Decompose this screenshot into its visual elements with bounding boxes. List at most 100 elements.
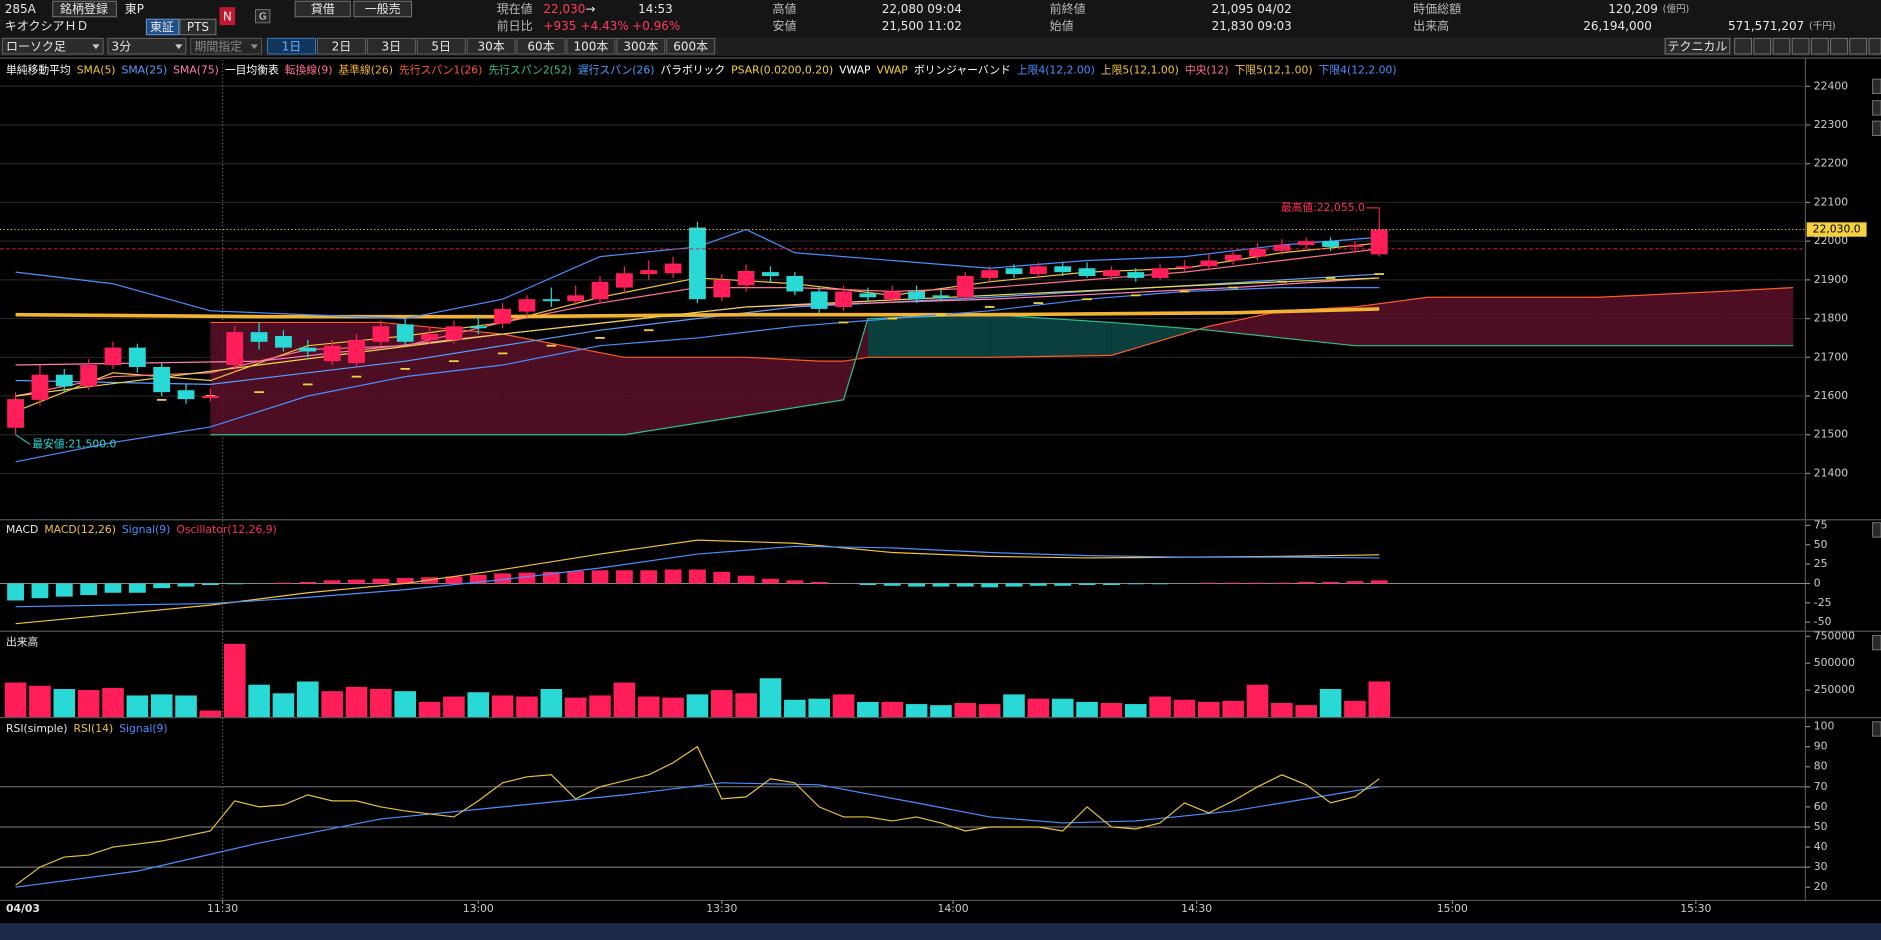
legend-entry: Signal(9) (119, 722, 167, 735)
candle-body (226, 332, 244, 366)
panel-button[interactable] (1872, 78, 1881, 95)
tool-icon[interactable] (1849, 37, 1868, 55)
volume-bar (223, 643, 246, 717)
volume-bar (1051, 698, 1074, 717)
period-label[interactable]: 300本 (623, 39, 658, 53)
technical-label[interactable]: テクニカル (1667, 39, 1727, 53)
max-note: 最高値:22,055.0 (1281, 201, 1365, 214)
period-button[interactable] (666, 37, 716, 55)
candle-body (275, 335, 292, 348)
volume-bar (126, 695, 149, 717)
legend-entry: VWAP (876, 64, 908, 77)
period-label[interactable]: 5日 (431, 39, 451, 53)
rsi-signal-line (15, 782, 1380, 888)
period-label[interactable]: 1日 (282, 39, 302, 53)
panel-button[interactable] (1872, 522, 1881, 538)
register-button[interactable] (52, 0, 117, 18)
high-time: 09:04 (927, 2, 962, 16)
oscillator-bar (1103, 583, 1120, 586)
tool-icon[interactable] (1868, 37, 1881, 55)
panel-button[interactable] (1872, 634, 1881, 651)
cloud-span (210, 287, 1794, 362)
candle-body (883, 291, 901, 300)
indicator-line (15, 286, 1380, 463)
legend-entry: SMA(25) (122, 64, 168, 77)
interval-label[interactable]: 3分 (112, 39, 132, 53)
candle-body (299, 347, 317, 352)
period-button[interactable] (416, 37, 466, 55)
g-label[interactable]: G (259, 11, 266, 22)
high-value: 22,080 (882, 2, 924, 16)
news-icon[interactable] (219, 7, 236, 26)
exchange-label[interactable]: 東証 (150, 20, 174, 34)
legend-entry: 上限5(12,1.00) (1101, 64, 1179, 77)
volume-bar (1003, 694, 1025, 717)
candle-body (153, 366, 171, 393)
max-pointer (1366, 207, 1380, 220)
range-select[interactable] (190, 37, 262, 55)
panel-button[interactable] (1872, 100, 1881, 116)
tool-icon[interactable] (1734, 37, 1752, 55)
candle-body (1078, 268, 1096, 276)
volume-bar (77, 690, 100, 717)
candle-body (421, 334, 438, 340)
period-button[interactable] (267, 37, 316, 55)
period-label[interactable]: 2日 (332, 39, 352, 53)
panel-button[interactable] (1872, 721, 1881, 737)
period-button[interactable] (566, 37, 616, 55)
legend-entry: ボリンジャーバンド (914, 64, 1011, 77)
register-label[interactable]: 銘柄登録 (60, 1, 108, 16)
technical-button[interactable] (1664, 37, 1731, 55)
volume-bar (418, 701, 441, 717)
period-button[interactable] (616, 37, 666, 55)
period-button[interactable] (516, 37, 566, 55)
news-label[interactable]: N (223, 9, 232, 23)
pts-label[interactable]: PTS (187, 20, 209, 34)
tool-icon[interactable] (1830, 37, 1848, 55)
panel-button[interactable] (1872, 120, 1881, 136)
price-label: 現在値 (497, 1, 533, 16)
candle-body (1297, 241, 1315, 246)
g-button[interactable] (255, 9, 271, 24)
y-tick-label: 750000 (1814, 629, 1855, 642)
exchange-button[interactable] (145, 18, 180, 36)
dropdown-arrow (175, 44, 183, 50)
period-button[interactable] (466, 37, 516, 55)
y-tick-label: 22200 (1814, 157, 1848, 170)
margin-label[interactable]: 貸借 (311, 1, 335, 16)
y-tick-label: 0 (1814, 576, 1821, 589)
cloud-segment (1111, 322, 1209, 356)
volume-bar (1198, 701, 1220, 717)
oscillator-bar (348, 579, 365, 584)
candle-body (591, 281, 609, 300)
period-label[interactable]: 100本 (573, 39, 608, 53)
range-label[interactable]: 期間指定 (194, 38, 242, 53)
period-label[interactable]: 3日 (382, 39, 402, 53)
market-cap-label: 時価総額 (1413, 2, 1461, 16)
tool-icon[interactable] (1791, 37, 1810, 55)
last-price-tag (1806, 222, 1867, 237)
period-label[interactable]: 60本 (527, 39, 554, 53)
margin-type-label[interactable]: 一般売 (365, 1, 401, 16)
tool-icon[interactable] (1810, 37, 1829, 55)
cloud-segment (1354, 297, 1428, 346)
legend-entry: Signal(9) (122, 523, 170, 536)
volume-bar (540, 689, 563, 717)
period-button[interactable] (366, 37, 416, 55)
tool-icon[interactable] (1753, 37, 1772, 55)
oscillator-bar (1370, 580, 1388, 584)
cloud-segment (989, 314, 1112, 358)
interval-select[interactable] (107, 37, 187, 55)
candle-body (1151, 268, 1169, 278)
candle-body (7, 399, 24, 428)
period-label[interactable]: 600本 (673, 39, 708, 53)
pts-button[interactable] (179, 18, 217, 36)
tool-icon[interactable] (1772, 37, 1791, 55)
period-label[interactable]: 30本 (478, 39, 505, 53)
margin-type-button[interactable] (353, 0, 412, 18)
chart-type-select[interactable] (1, 37, 104, 55)
margin-button[interactable] (294, 0, 351, 18)
rsi-line (15, 745, 1380, 886)
period-button[interactable] (316, 37, 366, 55)
chart-type-label[interactable]: ローソク足 (6, 39, 66, 53)
